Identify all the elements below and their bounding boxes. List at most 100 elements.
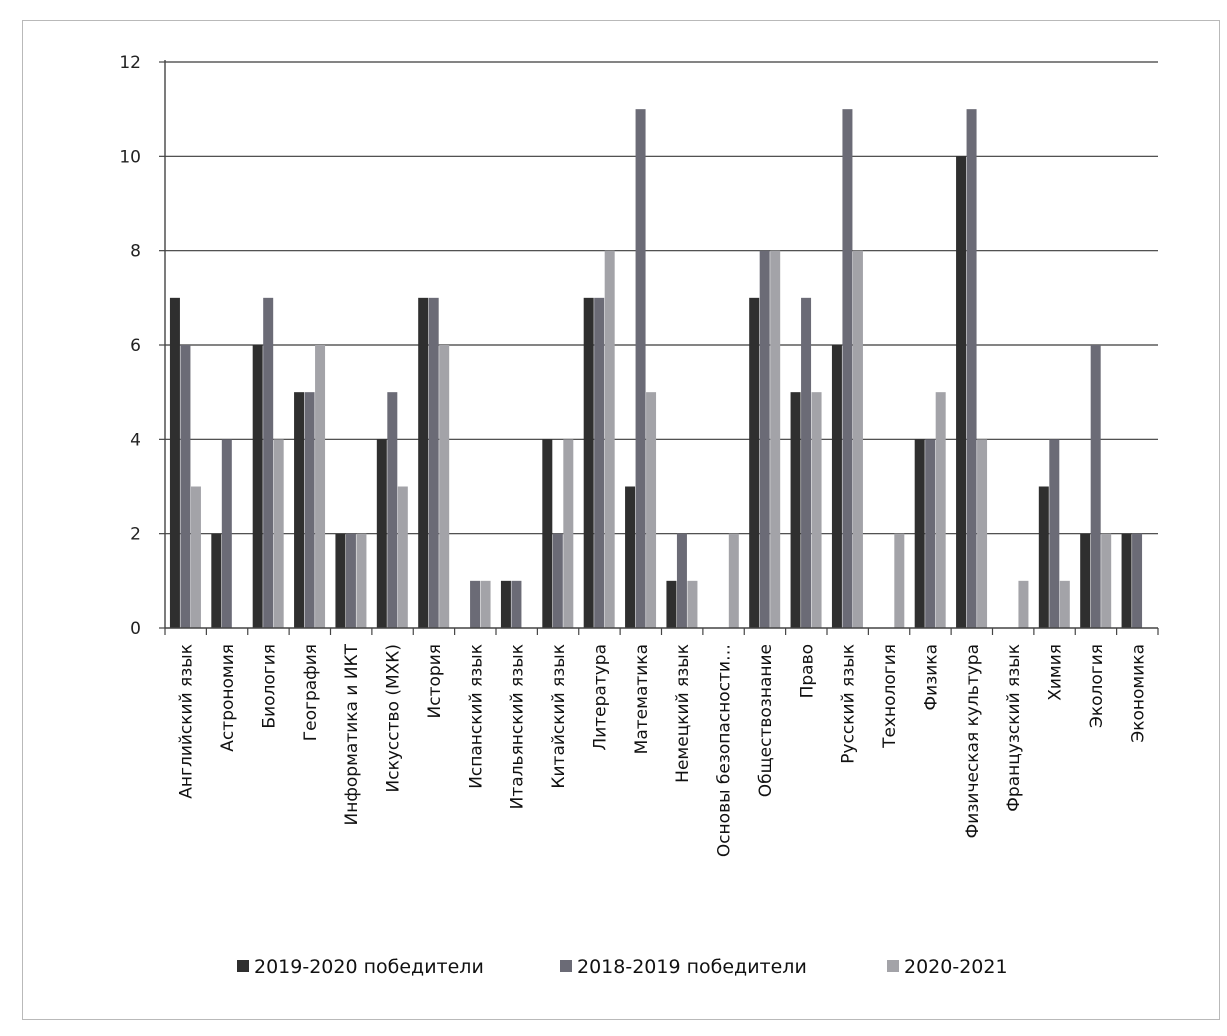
bar	[1121, 533, 1132, 628]
bar	[263, 297, 274, 628]
x-tick-label: Французский язык	[1004, 644, 1024, 812]
legend-label: 2020-2021	[904, 956, 1008, 978]
bar	[790, 392, 801, 628]
bar	[1080, 533, 1091, 628]
x-tick-label: Право	[797, 644, 817, 698]
bar	[470, 580, 481, 628]
bar	[1049, 439, 1060, 628]
x-tick-label: Испанский язык	[466, 644, 486, 789]
bar	[335, 533, 346, 628]
y-tick-label: 2	[130, 525, 141, 545]
bar	[646, 392, 657, 628]
x-tick-label: Экология	[1087, 644, 1107, 728]
legend-swatch	[560, 960, 572, 972]
bar	[1132, 533, 1143, 628]
bar	[356, 533, 367, 628]
axes: 0 2 4 6 8 10 12 Английский язык Астрономия Биолог…	[119, 53, 1159, 857]
bar	[604, 250, 615, 628]
x-tick-label: Немецкий язык	[673, 644, 693, 783]
bar	[439, 345, 450, 628]
x-tick-label: Итальянский язык	[508, 644, 528, 809]
x-tick-label: Английский язык	[177, 644, 197, 799]
x-tick-label: Физика	[921, 644, 941, 710]
y-tick-label: 12	[119, 53, 141, 73]
bar	[221, 439, 232, 628]
bar	[552, 533, 563, 628]
bar	[749, 297, 760, 628]
bar	[1101, 533, 1112, 628]
x-tick-label: Химия	[1046, 644, 1066, 701]
bar	[759, 250, 770, 628]
y-tick-label: 0	[130, 619, 141, 639]
bar	[1090, 345, 1101, 628]
legend: 2019-2020 победители 2018-2019 победители…	[237, 956, 1008, 978]
bar	[831, 345, 842, 628]
x-tick-label: Основы безопасности…	[715, 644, 735, 857]
bar	[977, 439, 988, 628]
y-tick-label: 4	[130, 430, 141, 450]
x-tick-label: Экономика	[1128, 644, 1148, 743]
bar	[728, 533, 739, 628]
bar	[687, 580, 698, 628]
x-tick-label: География	[301, 644, 321, 741]
x-tick-label: Китайский язык	[549, 644, 569, 789]
bar	[625, 486, 636, 628]
y-tick-label: 8	[130, 242, 141, 262]
bar	[563, 439, 574, 628]
bar	[635, 109, 646, 628]
bar	[252, 345, 263, 628]
x-tick-label: Математика	[632, 644, 652, 754]
bar	[594, 297, 605, 628]
bar	[966, 109, 977, 628]
chart-frame	[22, 20, 1220, 1020]
bar	[180, 345, 191, 628]
x-tick-label: Искусство (МХК)	[384, 644, 404, 792]
bar	[211, 533, 222, 628]
bar	[914, 439, 925, 628]
x-tick-label: Обществознание	[756, 644, 776, 797]
bar	[583, 297, 594, 628]
bar	[294, 392, 305, 628]
bar	[190, 486, 201, 628]
bar	[169, 297, 180, 628]
bar	[894, 533, 905, 628]
bar	[397, 486, 408, 628]
bar	[315, 345, 326, 628]
x-tick-label: Технология	[880, 644, 900, 749]
bar	[345, 533, 356, 628]
x-tick-label: Физическая культура	[963, 644, 983, 838]
bar	[956, 156, 967, 629]
bar	[925, 439, 936, 628]
y-tick-label: 10	[119, 147, 141, 167]
bar	[666, 580, 677, 628]
bar	[676, 533, 687, 628]
bar	[273, 439, 284, 628]
y-tick-label: 6	[130, 336, 141, 356]
x-tick-label: Информатика и ИКТ	[342, 643, 362, 825]
bar	[1018, 580, 1029, 628]
bar	[376, 439, 387, 628]
bar	[1038, 486, 1049, 628]
bar	[500, 580, 511, 628]
bar	[387, 392, 398, 628]
bar	[304, 392, 315, 628]
x-tick-label: История	[425, 644, 445, 718]
bars	[169, 109, 1143, 629]
x-tick-label: Литература	[590, 644, 610, 751]
legend-swatch	[237, 960, 249, 972]
bar	[1059, 580, 1070, 628]
x-tick-label: Русский язык	[839, 644, 859, 764]
bar	[511, 580, 522, 628]
bar	[801, 297, 812, 628]
legend-label: 2018-2019 победители	[577, 956, 807, 978]
bar	[480, 580, 491, 628]
bar	[842, 109, 853, 628]
legend-label: 2019-2020 победители	[254, 956, 484, 978]
bar	[811, 392, 822, 628]
bar	[428, 297, 439, 628]
x-tick-label: Астрономия	[218, 644, 238, 752]
bar	[542, 439, 553, 628]
bar	[418, 297, 429, 628]
gridlines	[165, 61, 1158, 535]
